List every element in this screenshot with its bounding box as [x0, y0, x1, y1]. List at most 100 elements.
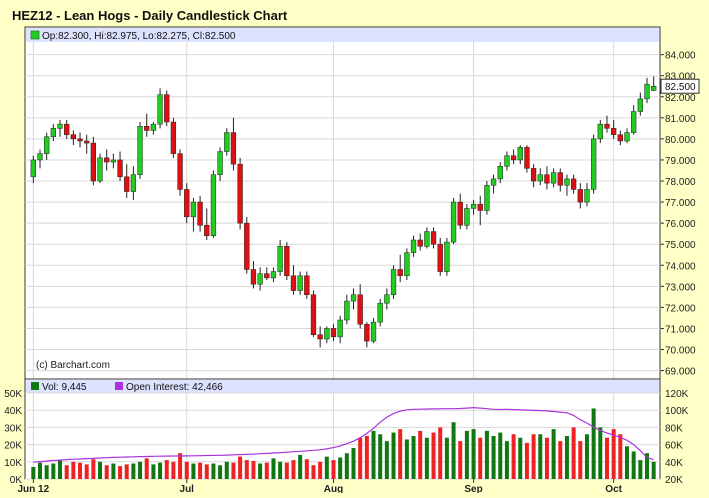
candle-down — [364, 323, 370, 342]
x-tick-label: Aug — [324, 484, 343, 493]
candle-down — [304, 275, 310, 296]
x-tick-label: Jun 12 — [17, 484, 49, 493]
volume-bar — [478, 437, 483, 479]
volume-bar — [524, 442, 529, 479]
volume-bar — [458, 441, 463, 479]
volume-bar — [158, 462, 163, 479]
volume-bar — [464, 430, 469, 479]
price-tick-label: 84.000 — [665, 51, 696, 62]
volume-bar — [298, 454, 303, 479]
volume-tick-label: 30K — [4, 423, 22, 434]
candle-down — [617, 134, 623, 142]
candle-down — [237, 163, 243, 224]
volume-bar — [31, 466, 36, 479]
candle-up — [210, 174, 217, 237]
volume-bar — [178, 453, 183, 479]
volume-bar — [584, 434, 589, 479]
candle-down — [310, 294, 317, 336]
candle-up — [424, 231, 430, 247]
candle-down — [544, 174, 550, 184]
candle-up — [277, 246, 283, 272]
candle-up — [444, 241, 450, 272]
volume-bar — [624, 446, 629, 479]
volume-bar — [204, 464, 209, 479]
volume-bar — [284, 462, 289, 479]
candle-down — [90, 142, 97, 182]
price-tick-label: 81.000 — [665, 114, 696, 125]
candle-up — [150, 123, 157, 131]
candle-up — [404, 252, 410, 277]
candle-up — [110, 159, 117, 163]
candle-up — [651, 85, 657, 91]
price-tick-label: 76.000 — [665, 219, 696, 230]
volume-bar — [411, 436, 416, 479]
candle-up — [584, 189, 590, 203]
volume-bar — [164, 460, 169, 479]
candle-down — [430, 231, 437, 245]
candle-down — [104, 157, 110, 163]
volume-legend-swatch — [31, 382, 39, 390]
price-tick-label: 71.000 — [665, 324, 696, 335]
volume-bar — [484, 430, 489, 479]
volume-bar — [451, 422, 456, 479]
candle-up — [497, 166, 503, 180]
volume-tick-label: 10K — [4, 458, 22, 469]
candle-up — [50, 128, 56, 138]
candle-up — [564, 178, 570, 186]
volume-bar — [518, 437, 523, 479]
oi-label: Open Interest: 42,466 — [126, 382, 223, 393]
volume-bar — [644, 453, 649, 479]
candle-up — [337, 319, 343, 338]
volume-bar — [651, 461, 656, 479]
volume-bar — [538, 434, 543, 479]
volume-bar — [358, 437, 363, 479]
candle-down — [77, 138, 83, 142]
volume-bar — [78, 462, 83, 479]
candle-up — [390, 269, 397, 296]
candle-up — [257, 273, 263, 285]
candle-up — [464, 208, 470, 226]
volume-bar — [564, 436, 569, 479]
candle-up — [270, 271, 277, 279]
volume-tick-label: 50K — [4, 389, 22, 400]
candle-down — [250, 269, 257, 285]
volume-bar — [391, 432, 396, 479]
candle-up — [324, 328, 330, 340]
volume-bar — [271, 458, 276, 479]
volume-bar — [551, 429, 556, 479]
volume-bar — [278, 461, 283, 479]
volume-bar — [184, 461, 189, 479]
candle-up — [130, 174, 137, 192]
candle-up — [370, 321, 377, 342]
candle-up — [44, 136, 50, 154]
candle-down — [144, 126, 150, 131]
volume-bar — [218, 465, 223, 479]
volume-bar — [444, 437, 449, 479]
price-tick-label: 69.000 — [665, 367, 696, 378]
volume-tick-label: 20K — [4, 441, 22, 452]
candle-up — [384, 294, 390, 304]
candle-up — [644, 83, 650, 100]
volume-bar — [124, 464, 129, 479]
volume-bar — [604, 437, 609, 479]
candle-down — [290, 275, 297, 291]
candle-down — [70, 134, 77, 140]
price-tick-label: 70.000 — [665, 346, 696, 357]
volume-bar — [598, 427, 603, 479]
candle-down — [64, 123, 70, 135]
volume-bar — [291, 460, 296, 479]
volume-bar — [211, 463, 216, 479]
volume-bar — [144, 458, 149, 479]
candle-up — [217, 151, 223, 175]
price-tick-label: 73.000 — [665, 282, 696, 293]
candle-down — [230, 132, 237, 165]
volume-bar — [244, 460, 249, 479]
x-tick-label: Jul — [180, 484, 195, 493]
candle-up — [624, 132, 630, 142]
volume-bar — [264, 462, 269, 479]
candle-up — [190, 201, 197, 218]
volume-bar — [251, 460, 256, 479]
candle-down — [284, 246, 290, 277]
volume-bar — [84, 464, 89, 479]
candle-up — [37, 153, 43, 161]
